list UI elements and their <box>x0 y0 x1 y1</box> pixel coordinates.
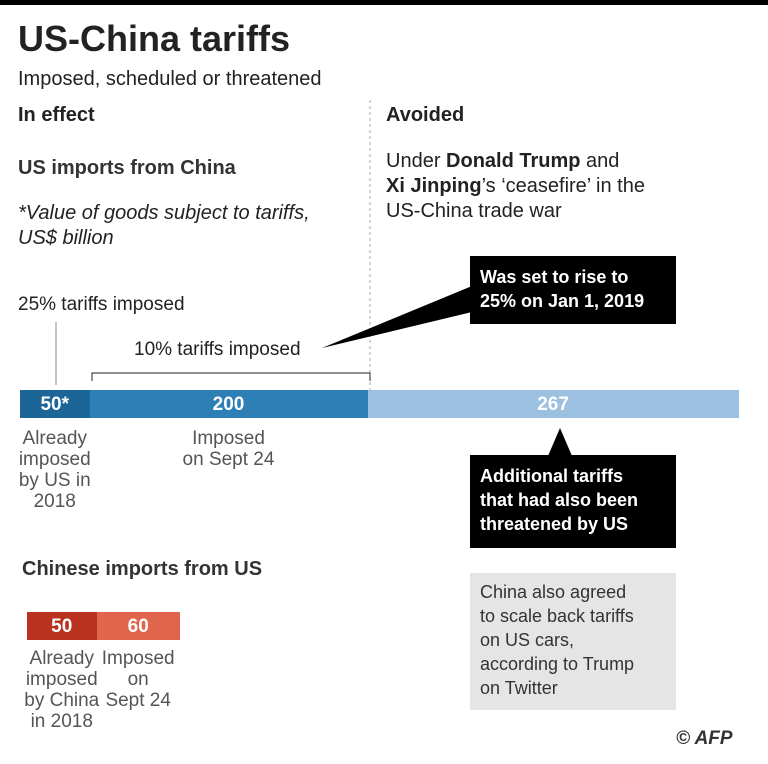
bracket <box>91 372 371 381</box>
bar-segment <box>367 390 739 418</box>
subtitle: Imposed, scheduled or threatened <box>18 68 322 90</box>
value-label: 50* <box>40 394 70 415</box>
credit: © AFP <box>676 728 733 749</box>
text: ’s ‘ceasefire’ in the US-China trade war <box>386 175 645 222</box>
annotation: 25% tariffs imposed <box>18 294 185 315</box>
value-label: 267 <box>537 394 569 415</box>
bar-segment <box>96 612 180 640</box>
segment-caption: Imposed on Sept 24 <box>101 648 175 711</box>
value-label: 50 <box>51 616 73 637</box>
segment-caption: Already imposed by US in 2018 <box>18 428 91 512</box>
bar-segment <box>89 390 368 418</box>
callout-pointer <box>322 286 472 348</box>
value-label: 200 <box>212 394 245 415</box>
segment-caption: Already imposed by China in 2018 <box>24 648 100 732</box>
segment-caption: Imposed on Sept 24 <box>182 428 275 470</box>
text: Under <box>386 150 447 172</box>
text: and <box>586 150 620 172</box>
chart-title: Chinese imports from US <box>22 558 263 580</box>
chart-title: US imports from China <box>18 157 236 179</box>
section-label: Avoided <box>386 104 465 126</box>
value-label: 60 <box>127 616 149 637</box>
callout: Additional tariffs that had also been th… <box>470 455 676 548</box>
section-label: In effect <box>18 104 95 126</box>
note-box: China also agreed to scale back tariffs … <box>470 573 676 710</box>
text: Donald Trump <box>446 150 581 172</box>
annotation: 10% tariffs imposed <box>134 339 301 360</box>
callout-pointer <box>548 428 572 456</box>
title: US-China tariffs <box>18 18 291 59</box>
callout: Was set to rise to 25% on Jan 1, 2019 <box>470 256 676 324</box>
bar-segment <box>20 390 90 418</box>
avoided-note: Under Donald Trump and Xi Jinping’s ‘cea… <box>386 149 645 224</box>
top-rule <box>0 0 768 5</box>
bar-segment <box>27 612 97 640</box>
chart-subtitle: *Value of goods subject to tariffs, US$ … <box>18 202 310 249</box>
text: Xi Jinping <box>386 175 482 197</box>
